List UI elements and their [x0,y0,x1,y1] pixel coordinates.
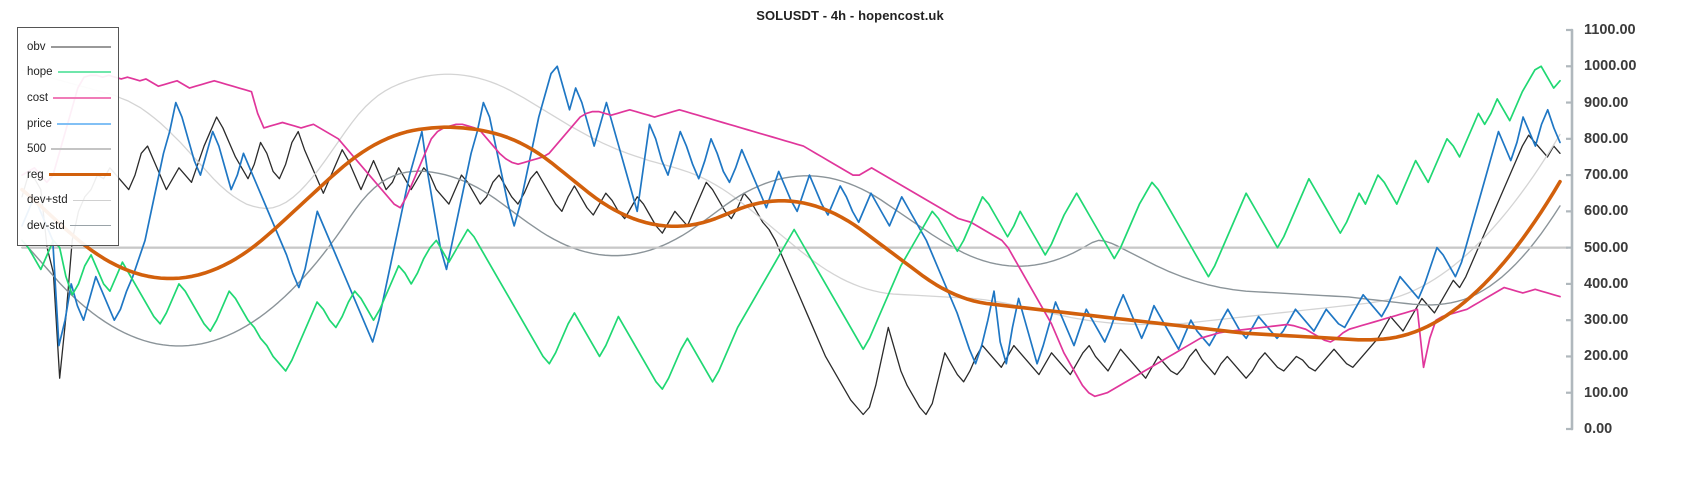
legend-item-price[interactable]: price [27,111,111,137]
page-title: SOLUSDT - 4h - hopencost.uk [756,8,944,23]
legend-item-obv[interactable]: obv [27,34,111,60]
series-lines [20,65,1562,416]
legend-color-swatch [50,45,111,48]
y-axis-tick-label: 200.00 [1584,348,1629,365]
series-line-dev+std [21,69,1561,326]
legend-color-swatch [51,148,111,151]
legend-item-label: obv [27,40,46,53]
legend-color-swatch [69,225,111,227]
legend-item-label: dev-std [27,219,65,232]
legend-color-swatch [48,173,111,177]
legend-item-label: cost [27,91,49,104]
series-line-cost [21,74,1561,398]
y-axis-tick-label: 500.00 [1584,239,1629,256]
legend-item-devplusstd[interactable]: dev+std [27,188,111,214]
legend-color-swatch [72,199,111,201]
y-axis-tick-label: 600.00 [1584,203,1629,220]
legend-item-hope[interactable]: hope [27,60,111,86]
legend-color-swatch [57,71,111,74]
legend-item-500[interactable]: 500 [27,136,111,162]
legend-item-label: dev+std [27,194,68,207]
y-axis-tick-label: 0.00 [1584,421,1613,437]
y-axis-tick-label: 100.00 [1584,384,1629,401]
y-axis-tick-label: 300.00 [1584,312,1629,329]
legend-item-label: 500 [27,143,47,156]
legend-item-cost[interactable]: cost [27,85,111,111]
legend-color-swatch [53,96,111,99]
legend-color-swatch [56,122,111,125]
y-axis-tick-label: 800.00 [1584,130,1629,147]
y-axis-tick-label: 400.00 [1584,275,1629,292]
chart-legend[interactable]: obv hope cost price 500 reg dev+std dev-std [17,27,119,246]
y-axis-tick-label: 1100.00 [1584,22,1636,38]
legend-item-dev-std[interactable]: dev-std [27,213,111,239]
legend-item-reg[interactable]: reg [27,162,111,188]
series-line-hope [21,65,1561,390]
legend-item-label: price [27,117,52,130]
series-line-obv [21,116,1561,416]
y-axis-tick-label: 1000.00 [1584,58,1637,75]
legend-item-label: reg [27,168,44,181]
y-axis-tick-label: 700.00 [1584,167,1629,184]
series-line-dev-std [21,170,1561,347]
y-axis-tick-label: 900.00 [1584,94,1629,111]
series-line-reg [20,125,1562,342]
y-axis-ticks [1566,28,1572,431]
legend-item-label: hope [27,66,53,79]
